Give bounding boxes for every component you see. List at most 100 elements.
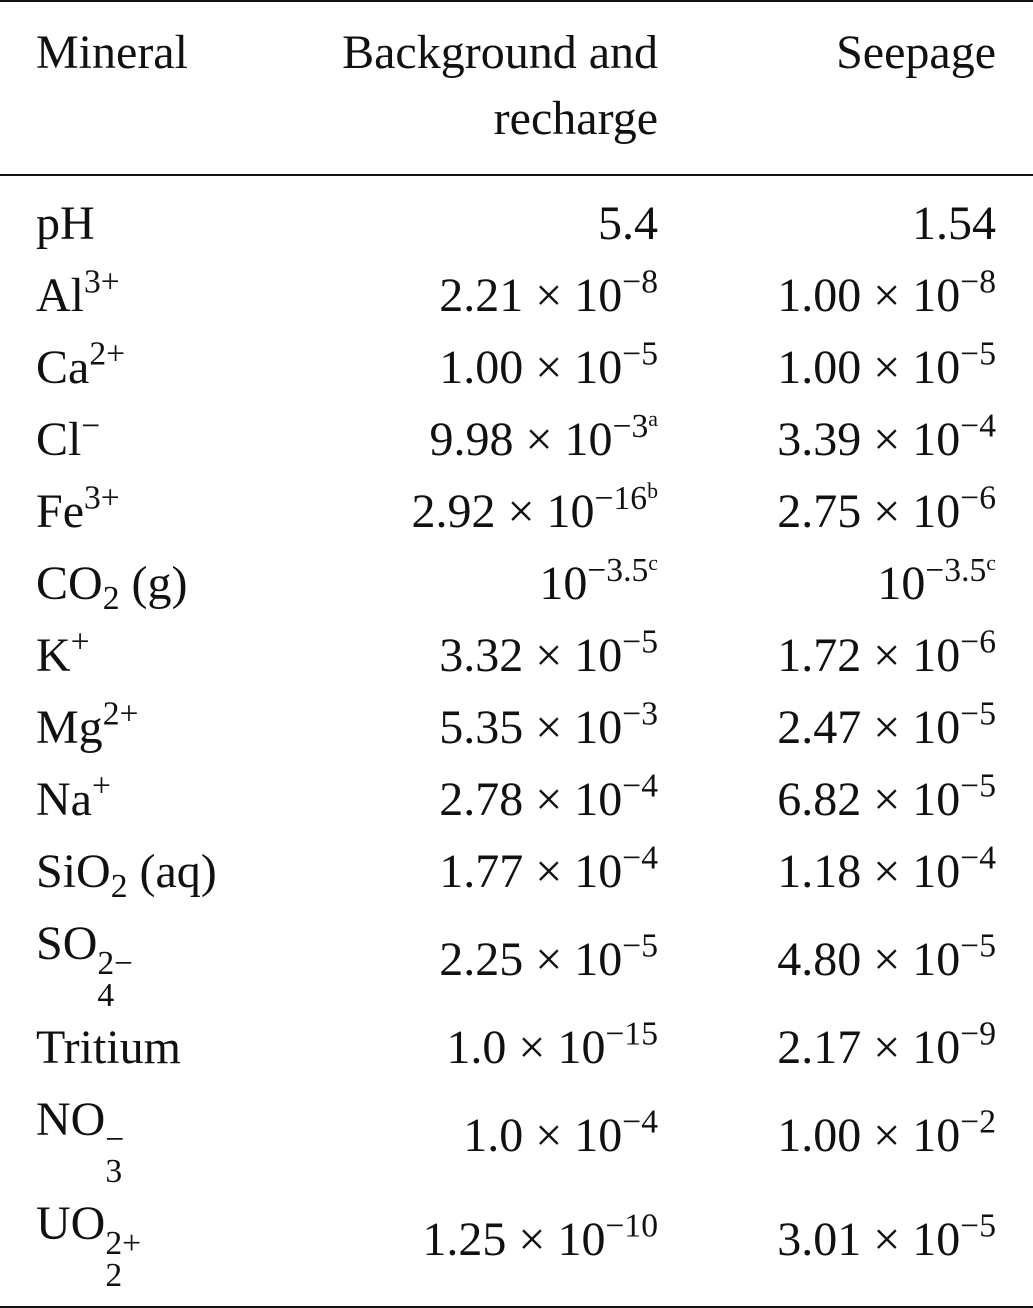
cell-text: CO [36, 557, 103, 610]
table-cell: 2.21 × 10−8 [296, 260, 658, 332]
cell-text: 1.00 × 10 [777, 269, 961, 322]
subscript: 4 [97, 977, 115, 1015]
cell-text: Mg [36, 701, 103, 754]
superscript: 2+ [102, 695, 139, 733]
superscript: −5 [622, 927, 658, 965]
superscript: −15 [605, 1015, 658, 1053]
superscript: −5 [622, 623, 658, 661]
table-cell: 1.0 × 10−15 [296, 1012, 658, 1084]
cell-text: pH [36, 197, 95, 250]
table-cell: 9.98 × 10−3a [296, 404, 658, 476]
cell-text: 1.00 × 10 [777, 1108, 961, 1162]
table-cell: 1.25 × 10−10 [296, 1188, 658, 1307]
table-cell: 1.00 × 10−2 [658, 1084, 1033, 1188]
footnote-mark: c [648, 550, 658, 575]
table-cell: NO −3 [0, 1084, 296, 1188]
superscript: −10 [605, 1207, 658, 1245]
table-cell: 5.4 [296, 175, 658, 260]
table-cell: 2.47 × 10−5 [658, 692, 1033, 764]
cell-text: 2.78 × 10 [439, 773, 623, 826]
table-row: pH 5.4 1.54 [0, 175, 1033, 260]
cell-text: 1.72 × 10 [777, 629, 961, 682]
cell-text: 1.18 × 10 [777, 845, 961, 898]
footnote-mark: c [986, 550, 996, 575]
superscript: 3+ [84, 263, 120, 301]
table-row: UO 2+ 2 1.25 × 10−10 3.01 × 10−5 [0, 1188, 1033, 1307]
superscript: −4 [960, 407, 996, 445]
header-cell: Mineral [36, 26, 188, 79]
superscript: −4 [960, 839, 996, 877]
cell-text: Tritium [36, 1020, 181, 1074]
cell-text: Ca [36, 341, 90, 394]
superscript: −4 [622, 1103, 658, 1141]
footnote-mark: b [647, 478, 658, 503]
header-cell: Seepage [836, 26, 996, 79]
superscript: −3a [612, 406, 658, 445]
superscript: −16b [594, 478, 658, 517]
superscript: − [105, 1121, 125, 1159]
table-cell: 1.72 × 10−6 [658, 620, 1033, 692]
table-row: SO 2− 4 2.25 × 10−5 4.80 × 10−5 [0, 908, 1033, 1012]
table-cell: 2.92 × 10−16b [296, 476, 658, 548]
cell-text: 3.01 × 10 [777, 1212, 961, 1266]
cell-text: NO [36, 1092, 106, 1146]
table-cell: Mg2+ [0, 692, 296, 764]
cell-text: UO [36, 1196, 106, 1250]
cell-text: 2.17 × 10 [777, 1020, 961, 1074]
superscript: −6 [960, 479, 996, 517]
cell-text: Al [36, 269, 84, 322]
superscript: −4 [622, 839, 658, 877]
cell-text: 1.25 × 10 [422, 1212, 606, 1266]
superscript: −5 [622, 335, 658, 373]
cell-text: 2.25 × 10 [439, 932, 623, 986]
cell-text: 3.32 × 10 [439, 629, 623, 682]
table-cell: 1.54 [658, 175, 1033, 260]
superscript: −3.5c [925, 550, 996, 589]
table-row: Cl− 9.98 × 10−3a 3.39 × 10−4 [0, 404, 1033, 476]
superscript: −8 [622, 263, 658, 301]
table-cell: UO 2+ 2 [0, 1188, 296, 1307]
table-cell: 3.39 × 10−4 [658, 404, 1033, 476]
table-row: Na+ 2.78 × 10−4 6.82 × 10−5 [0, 764, 1033, 836]
superscript: 2− [97, 945, 134, 983]
cell-text: (g) [119, 557, 188, 610]
table-cell: 2.78 × 10−4 [296, 764, 658, 836]
table-cell: Ca2+ [0, 332, 296, 404]
cell-text: Fe [36, 485, 84, 538]
cell-text: 2.75 × 10 [777, 485, 961, 538]
table-cell: 3.32 × 10−5 [296, 620, 658, 692]
cell-text: 2.47 × 10 [777, 701, 961, 754]
table-cell: SiO2 (aq) [0, 836, 296, 908]
table-cell: 10−3.5c [658, 548, 1033, 620]
cell-text: 1.54 [912, 197, 996, 250]
cell-text: 2.21 × 10 [439, 269, 623, 322]
table-cell: Fe3+ [0, 476, 296, 548]
table-row: K+ 3.32 × 10−5 1.72 × 10−6 [0, 620, 1033, 692]
superscript: −3.5c [587, 550, 658, 589]
table-cell: 3.01 × 10−5 [658, 1188, 1033, 1307]
table-row: Fe3+ 2.92 × 10−16b 2.75 × 10−6 [0, 476, 1033, 548]
superscript: −4 [622, 767, 658, 805]
table-row: SiO2 (aq) 1.77 × 10−4 1.18 × 10−4 [0, 836, 1033, 908]
subscript: 2 [110, 868, 128, 906]
footnote-mark: a [648, 406, 658, 431]
table-cell: Cl− [0, 404, 296, 476]
superscript: −5 [960, 927, 996, 965]
superscript: − [81, 407, 101, 445]
superscript: −9 [960, 1015, 996, 1053]
table-cell: 2.75 × 10−6 [658, 476, 1033, 548]
cell-text: 2.92 × 10 [411, 485, 595, 538]
sub-sup: 2+ 2 [105, 1227, 141, 1292]
subscript: 3 [105, 1152, 123, 1190]
table-row: Mg2+ 5.35 × 10−3 2.47 × 10−5 [0, 692, 1033, 764]
superscript: −3 [622, 695, 658, 733]
cell-text: (aq) [127, 845, 217, 898]
table-cell: 2.17 × 10−9 [658, 1012, 1033, 1084]
superscript: −5 [960, 767, 996, 805]
header-row: Mineral Background and recharge Seepage [0, 1, 1033, 175]
table-cell: 1.18 × 10−4 [658, 836, 1033, 908]
table-row: NO −3 1.0 × 10−4 1.00 × 10−2 [0, 1084, 1033, 1188]
table-cell: 4.80 × 10−5 [658, 908, 1033, 1012]
